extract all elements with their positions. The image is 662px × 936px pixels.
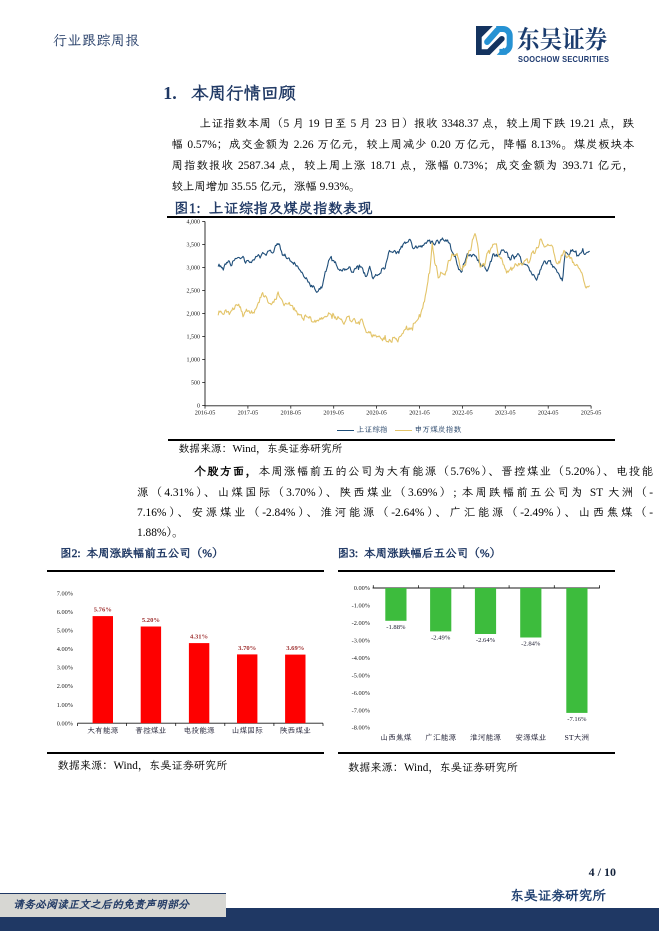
svg-text:1.00%: 1.00% (57, 702, 74, 709)
svg-text:-1.00%: -1.00% (352, 603, 371, 610)
svg-text:-4.00%: -4.00% (352, 655, 371, 662)
svg-text:0.00%: 0.00% (57, 720, 74, 727)
svg-text:3,500: 3,500 (187, 243, 201, 249)
svg-text:-2.00%: -2.00% (352, 620, 371, 627)
svg-text:0.00%: 0.00% (354, 585, 371, 592)
svg-text:500: 500 (191, 381, 200, 387)
svg-text:2024-05: 2024-05 (538, 410, 559, 417)
svg-text:3.70%: 3.70% (238, 645, 256, 652)
svg-text:2016-05: 2016-05 (195, 410, 216, 417)
svg-text:2025-05: 2025-05 (581, 410, 602, 417)
svg-text:2,500: 2,500 (187, 289, 201, 295)
svg-text:-6.00%: -6.00% (352, 690, 371, 697)
svg-text:7.00%: 7.00% (57, 590, 74, 597)
svg-text:2018-05: 2018-05 (280, 410, 301, 417)
svg-text:-2.84%: -2.84% (521, 641, 541, 648)
svg-text:-1.88%: -1.88% (386, 624, 406, 631)
svg-text:5.20%: 5.20% (142, 617, 160, 624)
svg-text:-2.64%: -2.64% (476, 637, 496, 644)
svg-text:2017-05: 2017-05 (238, 410, 259, 417)
svg-text:-3.00%: -3.00% (352, 638, 371, 645)
svg-text:3,000: 3,000 (187, 266, 201, 272)
svg-text:5.00%: 5.00% (57, 627, 74, 634)
svg-text:6.00%: 6.00% (57, 609, 74, 616)
svg-text:3.69%: 3.69% (286, 645, 304, 652)
svg-text:4,000: 4,000 (187, 220, 201, 226)
svg-text:-2.49%: -2.49% (431, 635, 451, 642)
svg-text:2.00%: 2.00% (57, 683, 74, 690)
svg-text:2023-05: 2023-05 (495, 410, 516, 417)
svg-text:5.76%: 5.76% (94, 607, 112, 614)
svg-text:-7.16%: -7.16% (567, 716, 587, 723)
svg-text:2022-05: 2022-05 (452, 410, 473, 417)
svg-text:1,000: 1,000 (187, 358, 201, 364)
svg-text:1,500: 1,500 (187, 335, 201, 341)
svg-text:3.00%: 3.00% (57, 665, 74, 672)
svg-text:0: 0 (197, 404, 200, 410)
svg-text:-5.00%: -5.00% (352, 672, 371, 679)
svg-text:2,000: 2,000 (187, 312, 201, 318)
svg-text:-8.00%: -8.00% (352, 725, 371, 732)
svg-text:4.31%: 4.31% (190, 634, 208, 641)
svg-text:4.00%: 4.00% (57, 646, 74, 653)
svg-text:2019-05: 2019-05 (323, 410, 344, 417)
svg-text:-7.00%: -7.00% (352, 707, 371, 714)
svg-text:2020-05: 2020-05 (366, 410, 387, 417)
svg-text:2021-05: 2021-05 (409, 410, 430, 417)
